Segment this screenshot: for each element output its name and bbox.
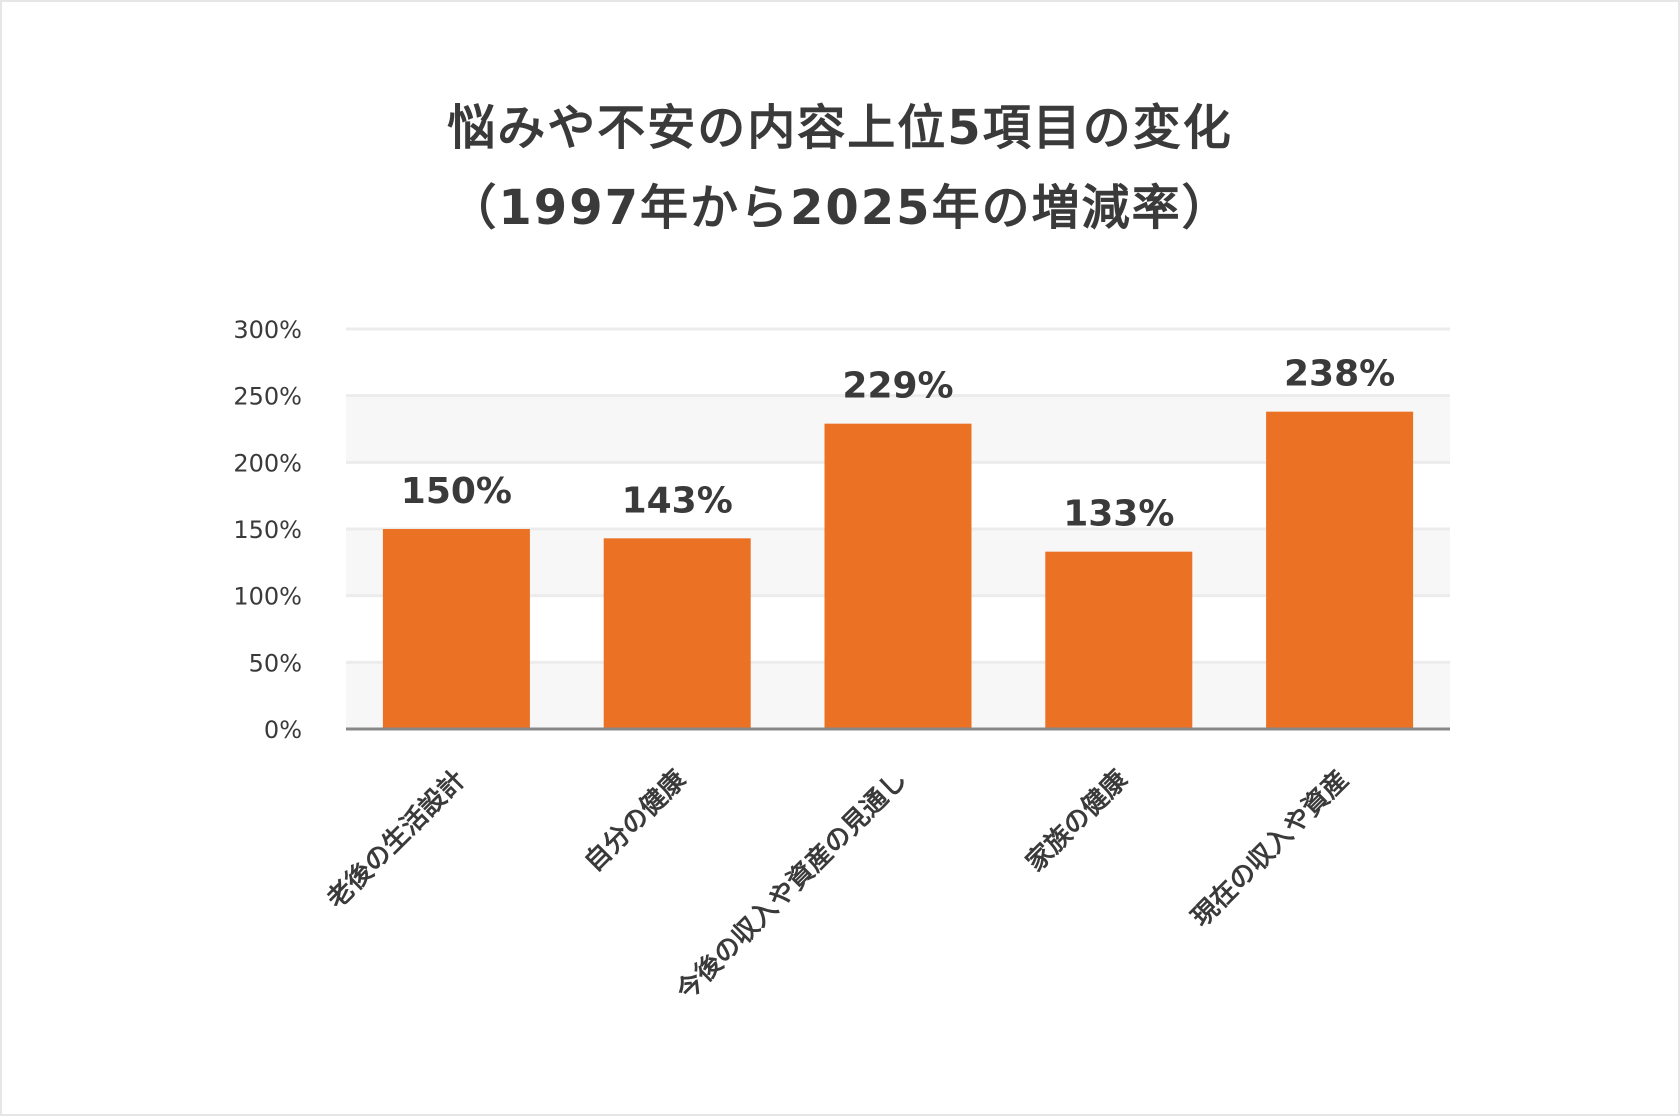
- bar: [1045, 551, 1193, 729]
- data-label: 133%: [1063, 494, 1174, 535]
- chart-title-line-2: （1997年から2025年の増減率）: [448, 180, 1232, 236]
- bar: [603, 538, 751, 729]
- x-tick-label: 自分の健康: [578, 763, 693, 878]
- chart-title-line-1: 悩みや不安の内容上位5項目の変化: [447, 100, 1233, 156]
- y-tick-label: 300%: [233, 316, 302, 344]
- y-tick-label: 150%: [233, 516, 302, 544]
- x-tick-label: 老後の生活設計: [321, 764, 472, 915]
- bar: [1266, 411, 1414, 729]
- y-tick-label: 100%: [233, 583, 302, 611]
- y-tick-label: 0%: [264, 716, 302, 744]
- y-tick-label: 250%: [233, 383, 302, 411]
- y-tick-label: 200%: [233, 449, 302, 477]
- x-tick-label: 今後の収入や資産の見通し: [670, 764, 913, 1007]
- bar: [824, 423, 972, 729]
- data-label: 143%: [622, 480, 733, 521]
- data-label: 229%: [842, 366, 953, 407]
- x-tick-label: 現在の収入や資産: [1186, 764, 1355, 933]
- data-label: 238%: [1284, 354, 1395, 395]
- data-label: 150%: [401, 471, 512, 512]
- y-tick-label: 50%: [249, 649, 302, 677]
- bar: [382, 529, 530, 729]
- x-tick-label: 家族の健康: [1020, 763, 1135, 878]
